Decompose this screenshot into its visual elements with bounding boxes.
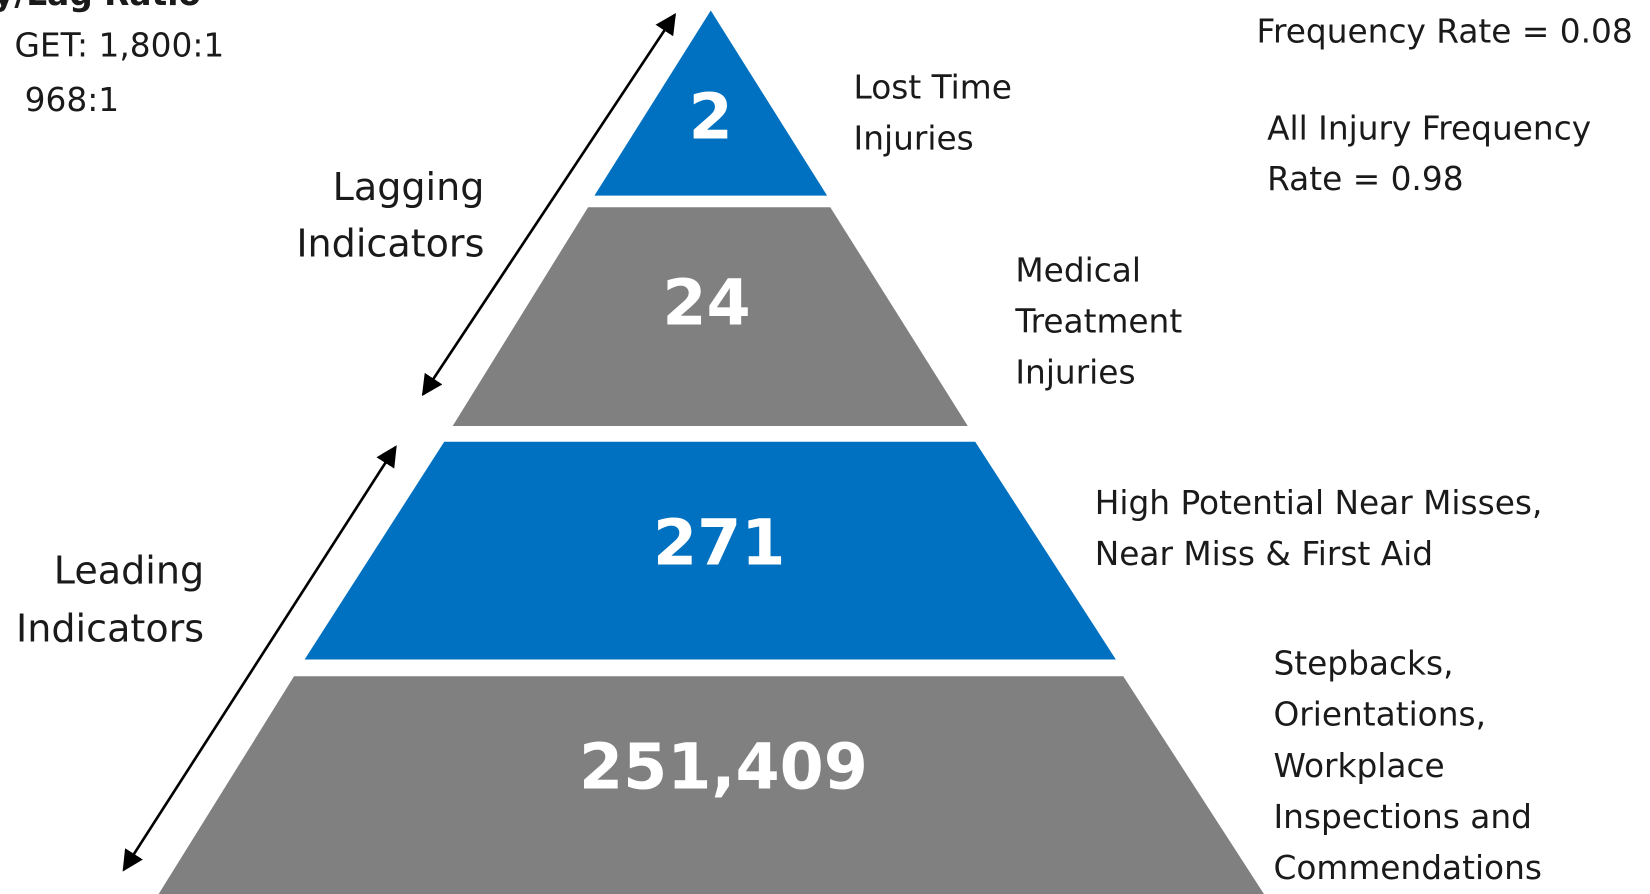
- tier-value: 251,409: [579, 730, 868, 804]
- ratio-target: GET: 1,800:1: [14, 26, 224, 64]
- tier-label: Treatment: [1014, 302, 1182, 340]
- all-injury-rate: All Injury Frequency: [1267, 109, 1591, 147]
- lost-time-rate: Frequency Rate = 0.08: [1257, 13, 1633, 51]
- ratio-title: y/Lag Ratio: [0, 0, 201, 13]
- lagging-label: Lagging: [333, 165, 485, 209]
- tier-label: Stepbacks,: [1273, 645, 1453, 683]
- pyramid-tier: [158, 676, 1264, 894]
- lagging-label: Indicators: [296, 222, 484, 266]
- pyramid-tier: [594, 10, 828, 196]
- leading-label: Leading: [54, 549, 204, 593]
- tier-value: 2: [689, 80, 733, 154]
- tier-label: High Potential Near Misses,: [1095, 484, 1543, 522]
- tier-label: Injuries: [1015, 353, 1135, 391]
- tier-label: Near Miss & First Aid: [1095, 535, 1433, 573]
- all-injury-rate: Rate = 0.98: [1267, 160, 1463, 198]
- lagging-arrow: [421, 12, 676, 397]
- pyramid-tier: [304, 441, 1116, 660]
- pyramid-tier: [452, 207, 968, 426]
- tier-label: Injuries: [854, 119, 974, 157]
- tier-value: 24: [662, 266, 750, 340]
- tier-label: Commendations: [1273, 849, 1542, 887]
- tier-value: 271: [653, 506, 785, 580]
- ratio-actual: 968:1: [25, 81, 119, 119]
- tier-label: Workplace: [1273, 747, 1444, 785]
- leading-label: Indicators: [16, 607, 204, 651]
- tier-label: Inspections and: [1273, 798, 1531, 836]
- tier-label: Orientations,: [1273, 696, 1486, 734]
- tier-label: Lost Time: [854, 68, 1012, 106]
- leading-arrow: [122, 445, 397, 872]
- tier-label: Medical: [1015, 251, 1141, 289]
